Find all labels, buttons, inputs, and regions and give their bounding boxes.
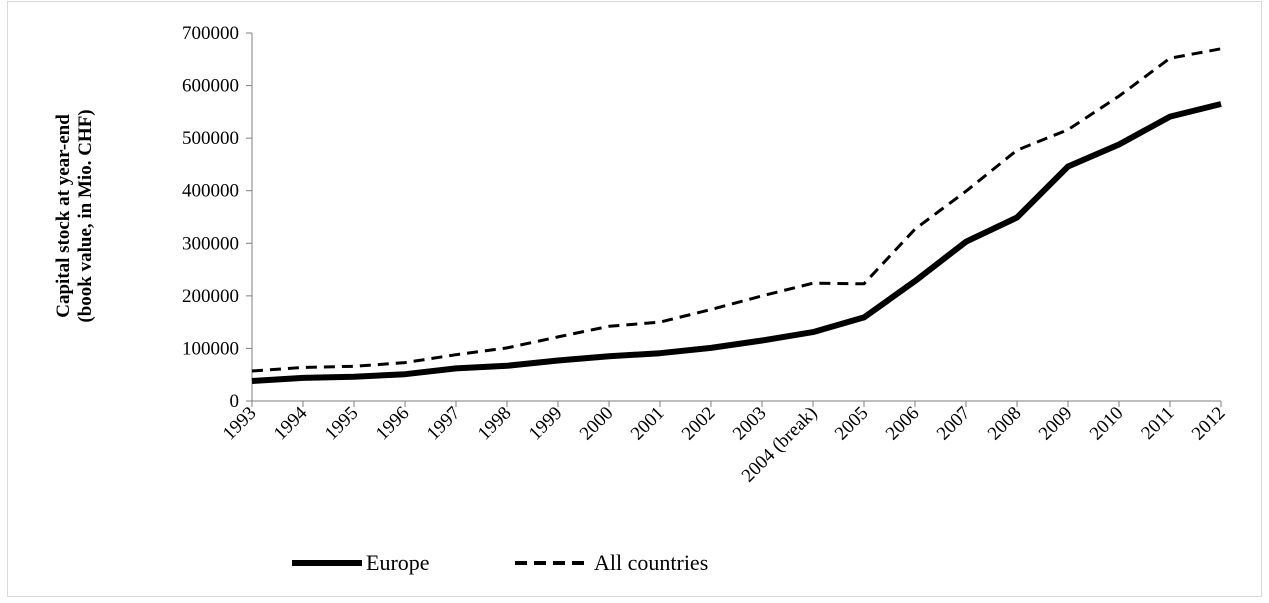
chart-frame: [7, 1, 1262, 597]
x-tick-label: 2003: [729, 403, 771, 445]
x-tick-label: 2006: [882, 403, 924, 445]
axes: [251, 33, 1221, 402]
x-tick-label: 2011: [1137, 403, 1178, 444]
series-line-europe: [251, 101, 1222, 384]
x-tick-label: 2009: [1035, 403, 1077, 445]
x-tick-label: 2010: [1086, 403, 1128, 445]
y-tick-label: 400000: [182, 181, 239, 202]
series-line-all-countries: [251, 47, 1222, 373]
y-tick-label: 700000: [182, 23, 239, 44]
y-tick-label: 300000: [182, 233, 239, 254]
y-axis-label-line2: (book value, in Mio. CHF): [75, 109, 96, 322]
x-tick-label: 2001: [627, 403, 669, 445]
y-axis-label-line1: Capital stock at year-end: [53, 114, 74, 318]
legend-label-all-countries: All countries: [594, 550, 708, 575]
y-tick-label: 600000: [182, 76, 239, 97]
x-tick-label: 1993: [219, 403, 261, 445]
x-tick-label: 1999: [525, 403, 567, 445]
y-tick-label: 100000: [182, 338, 239, 359]
x-tick-label: 2007: [933, 403, 975, 445]
x-tick-label: 2012: [1188, 403, 1230, 445]
x-tick-label: 1995: [321, 403, 363, 445]
x-axis-ticks: 1993 1994 1995 1996 1997 1998 1999 2000 2001 2002…: [219, 401, 1230, 487]
legend: Europe All countries: [292, 550, 708, 575]
x-tick-label: 1996: [372, 403, 414, 445]
x-tick-label: 1994: [270, 402, 312, 444]
x-tick-label: 1998: [474, 403, 516, 445]
x-tick-label: 2005: [831, 403, 873, 445]
y-tick-label: 0: [230, 391, 240, 412]
legend-label-europe: Europe: [366, 550, 430, 575]
x-tick-label: 2000: [576, 403, 618, 445]
x-tick-label: 2002: [678, 403, 720, 445]
y-tick-label: 200000: [182, 286, 239, 307]
x-tick-label: 1997: [423, 403, 465, 445]
y-tick-label: 500000: [182, 128, 239, 149]
x-tick-label: 2008: [984, 403, 1026, 445]
y-axis-ticks: 0 100000 200000 300000 400000 500000 600000 700…: [182, 23, 252, 412]
series-lines: [251, 47, 1222, 384]
